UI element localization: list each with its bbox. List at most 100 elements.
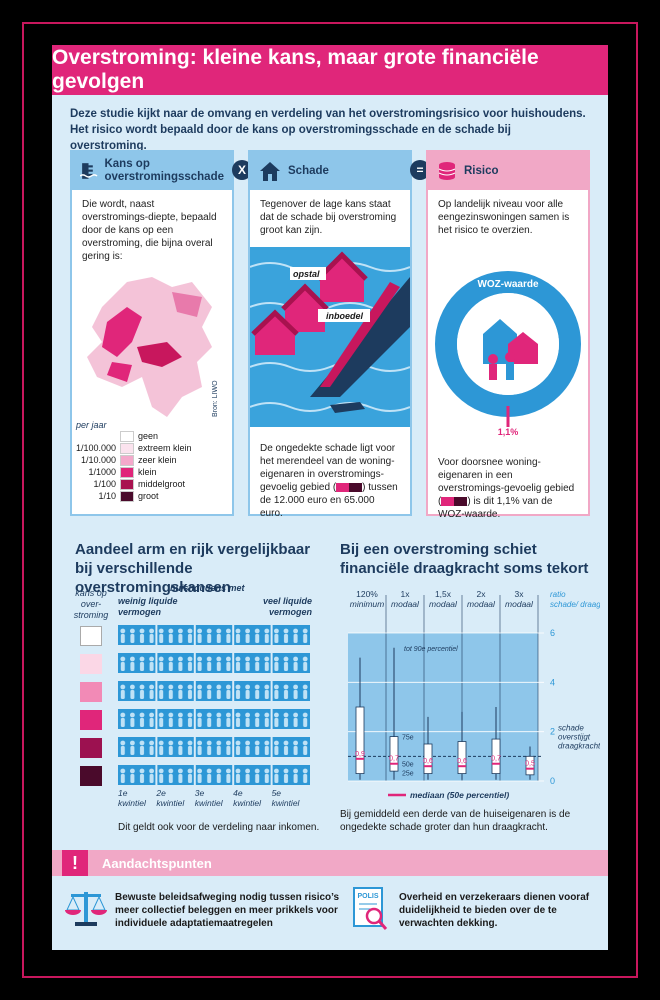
panel-risico-title: Risico: [464, 164, 499, 177]
map-source: Bron: LIWO: [212, 380, 219, 417]
risico-bottom-a: Voor doorsnee woning-eigenaren in een ov…: [438, 457, 575, 507]
legend-label: groot: [138, 491, 159, 501]
category-sublabel: modaal: [429, 599, 458, 609]
median-label: 0,6: [423, 758, 433, 765]
schade-bottom-b: ) tussen de 12.000 euro en 65.000 euro.: [260, 482, 398, 519]
aandacht-point-1: Bewuste beleidsafweging nodig tussen ris…: [115, 892, 340, 929]
legend-freq: 1/100.000: [76, 443, 117, 453]
legend-freq: 1/10.000: [80, 455, 116, 465]
multiply-operator: X: [232, 160, 252, 180]
threshold-label: draagkracht: [558, 741, 600, 750]
legend-swatch: [120, 442, 134, 454]
polis-label: POLIS: [357, 893, 378, 900]
netherlands-map: Bron: LIWO: [87, 277, 219, 417]
y-tick-label: 6: [550, 628, 555, 638]
woz-donut: WOZ-waarde: [435, 271, 581, 427]
panel-schade: Schade Tegenover de lage kans staat dat …: [248, 150, 412, 519]
risico-bottom-b: ) is dit 1,1% van de WOZ-waarde.: [438, 496, 553, 520]
exclamation-icon: !: [62, 850, 88, 876]
aandacht-bar: ! Aandachtspunten: [52, 850, 608, 876]
panel-risico: Risico Op landelijk niveau voor alle een…: [426, 150, 590, 520]
box: [389, 736, 399, 772]
box: [457, 741, 467, 775]
label-opstal: opstal: [293, 269, 320, 279]
panel-schade-bottom: De ongedekte schade ligt voor het merend…: [250, 434, 410, 528]
woz-label: WOZ-waarde: [477, 279, 539, 290]
box: [423, 743, 433, 775]
panel-risico-bottom: Voor doorsnee woning-eigenaren in een ov…: [428, 448, 588, 529]
box: [491, 738, 501, 774]
right-chart-footer: Bij gemiddeld een derde van de huiseigen…: [340, 809, 571, 833]
left-chart-ylabel: kans op over-stroming: [73, 588, 109, 620]
scale-icon: [65, 892, 107, 926]
legend-title: per jaar: [76, 420, 107, 430]
median-label: 0,7: [389, 756, 399, 763]
legend-label: geen: [138, 431, 159, 441]
swatch: [80, 766, 102, 786]
quintile-label: 3e kwintiel: [194, 788, 223, 808]
category-label: 120%: [356, 589, 378, 599]
pink-swatch: [336, 482, 363, 492]
y-axis-label: ratio: [550, 590, 566, 599]
category-sublabel: modaal: [467, 599, 496, 609]
panel-schade-title: Schade: [288, 164, 329, 177]
flood-illustration: opstal inboedel: [250, 247, 410, 427]
box: [525, 755, 535, 776]
legend-freq: 1/10: [98, 491, 116, 501]
legend-label: extreem klein: [138, 443, 192, 453]
box: [355, 706, 365, 774]
legend-freq: 1/1000: [88, 467, 116, 477]
panel-schade-body: Tegenover de lage kans staat dat de scha…: [260, 199, 397, 236]
schade-bottom-a: De ongedekte schade ligt voor het merend…: [260, 443, 396, 493]
legend-swatch: [120, 430, 134, 442]
quintile-label: 2e kwintiel: [156, 788, 185, 808]
legend-label: mediaan (50e percentiel): [410, 790, 509, 800]
median-label: 0,7: [491, 756, 501, 763]
category-label: 2x: [477, 589, 487, 599]
quintile-label: 5e kwintiel: [271, 788, 300, 808]
people-grid-overlay: [118, 625, 310, 785]
category-label: 1,5x: [435, 589, 452, 599]
pink-swatch: [441, 496, 468, 506]
quintile-labels: 1e kwintiel 2e kwintiel 3e kwintiel 4e k…: [118, 788, 310, 808]
legend-swatch: [120, 466, 134, 478]
coins-icon: [438, 162, 456, 180]
y-tick-label: 2: [550, 727, 555, 737]
page-title: Overstroming: kleine kans, maar grote fi…: [52, 45, 608, 95]
threshold-label: overstijgt: [558, 732, 591, 741]
box-chart: 120%minimum1xmodaal1,5xmodaal2xmodaal3xm…: [348, 589, 600, 800]
aandacht-title: Aandachtspunten: [102, 855, 212, 871]
p25-label: 25e: [402, 770, 414, 777]
category-sublabel: minimum: [350, 599, 384, 609]
panel-kans: Kans op overstromingsschade Die wordt, n…: [70, 150, 234, 516]
policy-document-icon: POLIS: [353, 887, 388, 930]
left-chart-swatches: [80, 626, 102, 786]
p50-label: 50e: [402, 762, 414, 769]
category-label: 1x: [401, 589, 411, 599]
swatch: [80, 710, 102, 730]
legend-swatch: [120, 490, 134, 502]
panel-kans-body: Die wordt, naast overstromings-diepte, b…: [82, 199, 217, 262]
category-label: 3x: [515, 589, 525, 599]
left-chart-top-label: huishoudens met: [170, 583, 245, 593]
swatch: [80, 626, 102, 646]
threshold-label: schade: [558, 723, 584, 732]
median-label: 0,6: [457, 758, 467, 765]
outer-frame: [22, 22, 638, 978]
map-legend: per jaar geen 1/100.000 extreem klein 1/1…: [76, 420, 192, 502]
category-sublabel: modaal: [391, 599, 420, 609]
intro-text: Deze studie kijkt naar de omvang en verd…: [70, 108, 586, 152]
swatch: [80, 738, 102, 758]
left-chart-left-label: weinig liquide vermogen: [118, 596, 178, 617]
house-icon: [260, 162, 280, 181]
quintile-label: 1e kwintiel: [118, 788, 146, 808]
woz-pct: 1,1%: [497, 427, 519, 437]
legend-label: middelgroot: [138, 479, 186, 489]
legend-swatch: [120, 478, 134, 490]
panel-risico-body: Op landelijk niveau voor alle eengezinsw…: [438, 199, 570, 236]
p75-label: 75e: [402, 735, 414, 742]
aandacht-point-2: Overheid en verzekeraars dienen vooraf d…: [399, 892, 590, 929]
category-sublabel: modaal: [505, 599, 534, 609]
legend-swatch: [120, 454, 134, 466]
legend-freq: 1/100: [93, 479, 116, 489]
